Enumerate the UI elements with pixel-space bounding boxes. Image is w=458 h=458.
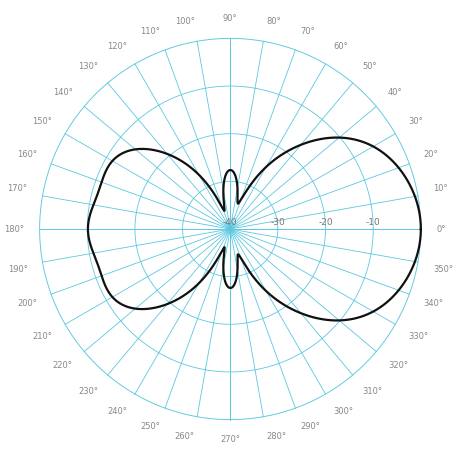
- Text: 50°: 50°: [363, 62, 377, 71]
- Text: 30°: 30°: [409, 117, 423, 126]
- Text: 210°: 210°: [32, 332, 52, 341]
- Text: -30: -30: [271, 218, 285, 227]
- Text: -40: -40: [223, 218, 238, 227]
- Text: 330°: 330°: [409, 332, 429, 341]
- Text: 230°: 230°: [78, 387, 98, 396]
- Text: 350°: 350°: [433, 265, 453, 274]
- Text: 160°: 160°: [17, 150, 37, 158]
- Text: 170°: 170°: [7, 184, 27, 193]
- Text: 340°: 340°: [424, 300, 444, 308]
- Text: 240°: 240°: [108, 407, 127, 416]
- Text: 200°: 200°: [17, 300, 37, 308]
- Text: 10°: 10°: [433, 184, 447, 193]
- Text: 0°: 0°: [436, 224, 446, 234]
- Text: 20°: 20°: [424, 150, 438, 158]
- Text: 190°: 190°: [8, 265, 27, 274]
- Text: 280°: 280°: [266, 432, 286, 441]
- Text: 300°: 300°: [333, 407, 353, 416]
- Text: 150°: 150°: [32, 117, 52, 126]
- Text: 60°: 60°: [333, 42, 348, 51]
- Text: 260°: 260°: [174, 432, 195, 441]
- Text: 250°: 250°: [140, 422, 160, 431]
- Text: 80°: 80°: [266, 17, 281, 26]
- Text: 270°: 270°: [220, 435, 240, 444]
- Text: 100°: 100°: [174, 17, 195, 26]
- Text: 70°: 70°: [300, 27, 316, 36]
- Text: 310°: 310°: [363, 387, 382, 396]
- Text: 140°: 140°: [53, 87, 72, 97]
- Text: 40°: 40°: [388, 87, 403, 97]
- Text: 110°: 110°: [140, 27, 160, 36]
- Text: 130°: 130°: [78, 62, 98, 71]
- Text: 180°: 180°: [5, 224, 24, 234]
- Text: 220°: 220°: [53, 361, 72, 371]
- Text: 90°: 90°: [223, 14, 238, 23]
- Text: 320°: 320°: [388, 361, 408, 371]
- Text: 290°: 290°: [300, 422, 321, 431]
- Text: 120°: 120°: [108, 42, 127, 51]
- Text: -10: -10: [366, 218, 381, 227]
- Text: -20: -20: [318, 218, 333, 227]
